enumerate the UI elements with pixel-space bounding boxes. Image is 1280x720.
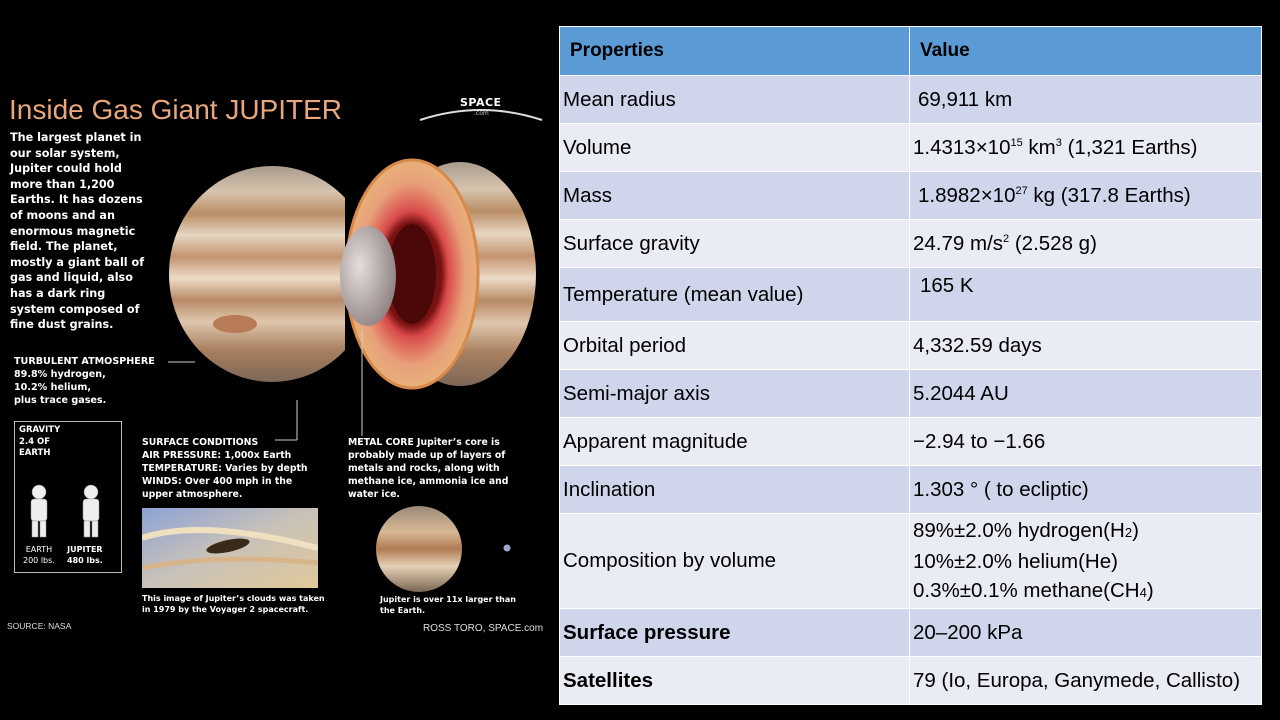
voyager-caption: This image of Jupiter’s clouds was taken… <box>142 594 325 614</box>
table-row: Surface pressure 20–200 kPa <box>559 608 1262 657</box>
property-cell: Surface pressure <box>559 608 910 657</box>
value-cell: 24.79 m/s2 (2.528 g) <box>909 219 1262 268</box>
gravity-box: GRAVITY 2.4 OF EARTH EARTH 200 lbs. JUPI… <box>14 421 122 573</box>
properties-table-container: Properties Value Mean radius 69,911 km V… <box>559 26 1262 705</box>
table-row: Inclination 1.303 ° ( to ecliptic) <box>559 465 1262 514</box>
property-cell: Satellites <box>559 656 910 705</box>
metal-core-caption: METAL CORE Jupiter’s core is probably ma… <box>348 437 509 500</box>
value-cell: 1.8982×1027 kg (317.8 Earths) <box>909 171 1262 220</box>
logo-word: SPACE <box>460 96 502 109</box>
surface-conditions-caption: SURFACE CONDITIONS AIR PRESSURE: 1,000x … <box>142 437 308 500</box>
logo-dotcom: .com <box>474 110 489 117</box>
table-row: Surface gravity 24.79 m/s2 (2.528 g) <box>559 219 1262 268</box>
logo-arc-icon <box>419 109 543 121</box>
astronaut-figures-icon <box>30 484 100 538</box>
leader-lines <box>168 330 363 441</box>
property-cell: Mean radius <box>559 75 910 124</box>
value-cell: 79 (Io, Europa, Ganymede, Callisto) <box>909 656 1262 705</box>
property-cell: Orbital period <box>559 321 910 370</box>
value-cell: 1.4313×1015 km3 (1,321 Earths) <box>909 123 1262 172</box>
table-row: Composition by volume 89%±2.0% hydrogen(… <box>559 513 1262 609</box>
table-row: Mass 1.8982×1027 kg (317.8 Earths) <box>559 171 1262 220</box>
value-cell: 1.303 ° ( to ecliptic) <box>909 465 1262 514</box>
value-cell: 5.2044 AU <box>909 369 1262 418</box>
property-cell: Apparent magnitude <box>559 417 910 466</box>
table-row: Orbital period 4,332.59 days <box>559 321 1262 370</box>
table-header-row: Properties Value <box>559 26 1262 76</box>
property-cell: Temperature (mean value) <box>559 267 910 322</box>
jupiter-weight-label: JUPITER 480 lbs. <box>67 545 103 565</box>
table-row: Apparent magnitude −2.94 to −1.66 <box>559 417 1262 466</box>
table-row: Temperature (mean value) 165 K <box>559 267 1262 322</box>
gravity-title: GRAVITY 2.4 OF EARTH <box>19 425 61 458</box>
table-row: Semi-major axis 5.2044 AU <box>559 369 1262 418</box>
size-comparison-illustration <box>376 506 511 592</box>
size-caption: Jupiter is over 11x larger than the Eart… <box>380 595 516 615</box>
composition-line: 89%±2.0% hydrogen(H2) <box>913 518 1139 542</box>
table-row: Mean radius 69,911 km <box>559 75 1262 124</box>
value-cell: 165 K <box>909 267 1262 322</box>
properties-table: Properties Value Mean radius 69,911 km V… <box>559 26 1262 705</box>
composition-line: 10%±2.0% helium(He) <box>913 549 1118 573</box>
property-cell: Volume <box>559 123 910 172</box>
value-cell: 20–200 kPa <box>909 608 1262 657</box>
header-value: Value <box>909 26 1262 76</box>
property-cell: Mass <box>559 171 910 220</box>
table-row: Volume 1.4313×1015 km3 (1,321 Earths) <box>559 123 1262 172</box>
voyager-cloud-image <box>142 508 318 588</box>
intro-text: The largest planet in our solar system, … <box>10 131 145 332</box>
property-cell: Composition by volume <box>559 513 910 609</box>
property-cell: Surface gravity <box>559 219 910 268</box>
value-cell: −2.94 to −1.66 <box>909 417 1262 466</box>
value-cell: 69,911 km <box>909 75 1262 124</box>
header-properties: Properties <box>559 26 910 76</box>
credit-label: ROSS TORO, SPACE.com <box>423 623 544 634</box>
value-cell: 4,332.59 days <box>909 321 1262 370</box>
table-row: Satellites 79 (Io, Europa, Ganymede, Cal… <box>559 656 1262 705</box>
jupiter-cutaway-illustration <box>169 146 536 406</box>
value-cell: 89%±2.0% hydrogen(H2) 10%±2.0% helium(He… <box>909 513 1262 609</box>
property-cell: Inclination <box>559 465 910 514</box>
atmosphere-caption: TURBULENT ATMOSPHERE 89.8% hydrogen, 10.… <box>14 356 155 406</box>
property-cell: Semi-major axis <box>559 369 910 418</box>
jupiter-infographic: Inside Gas Giant JUPITER SPACE .com The … <box>0 0 553 720</box>
space-logo: SPACE .com <box>418 96 544 126</box>
source-label: SOURCE: NASA <box>7 621 72 631</box>
composition-line: 0.3%±0.1% methane(CH4) <box>913 578 1154 602</box>
infographic-title: Inside Gas Giant JUPITER <box>9 94 343 125</box>
earth-weight-label: EARTH 200 lbs. <box>23 545 55 565</box>
